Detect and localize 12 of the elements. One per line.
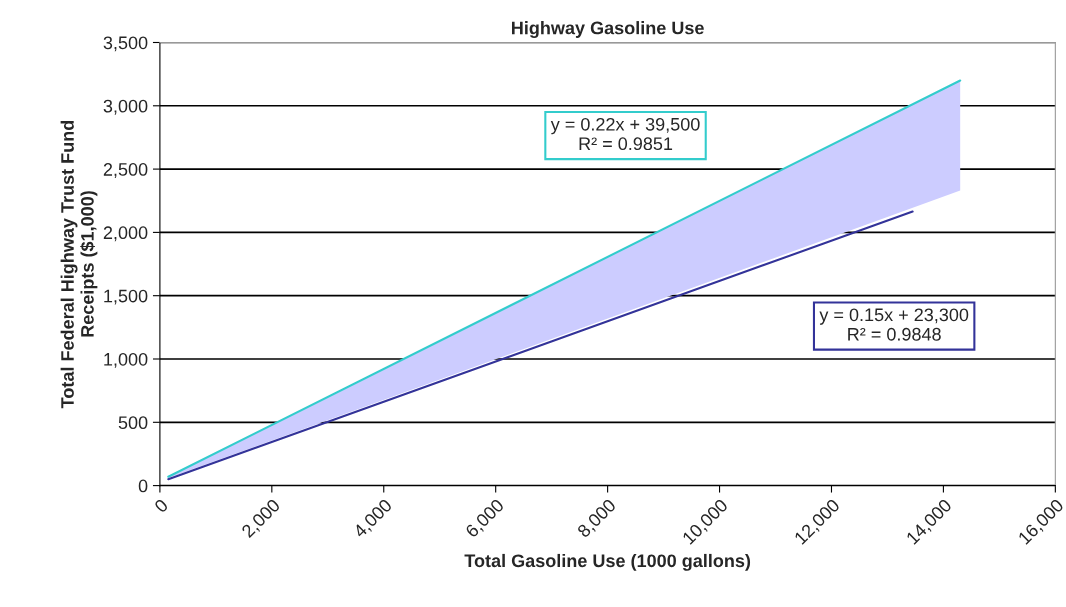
x-axis-title: Total Gasoline Use (1000 gallons)	[464, 553, 751, 571]
y-tick-label: 2,000	[103, 226, 148, 242]
x-tick-label: 0	[153, 498, 169, 514]
y-tick-label: 1,000	[104, 352, 148, 368]
y-tick-label: 1,500	[104, 289, 148, 305]
y-tick-label: 0	[138, 479, 148, 493]
y-tick-label: 3,000	[103, 99, 148, 115]
y-tick-label: 2,500	[103, 163, 148, 178]
y-axis-title: Total Federal Highway Trust Fund Receipts ($1,000)	[60, 120, 98, 409]
y-tick-label: 500	[118, 416, 148, 430]
y-tick-label: 3,500	[103, 36, 148, 52]
chart-title: Highway Gasoline Use	[512, 21, 704, 38]
